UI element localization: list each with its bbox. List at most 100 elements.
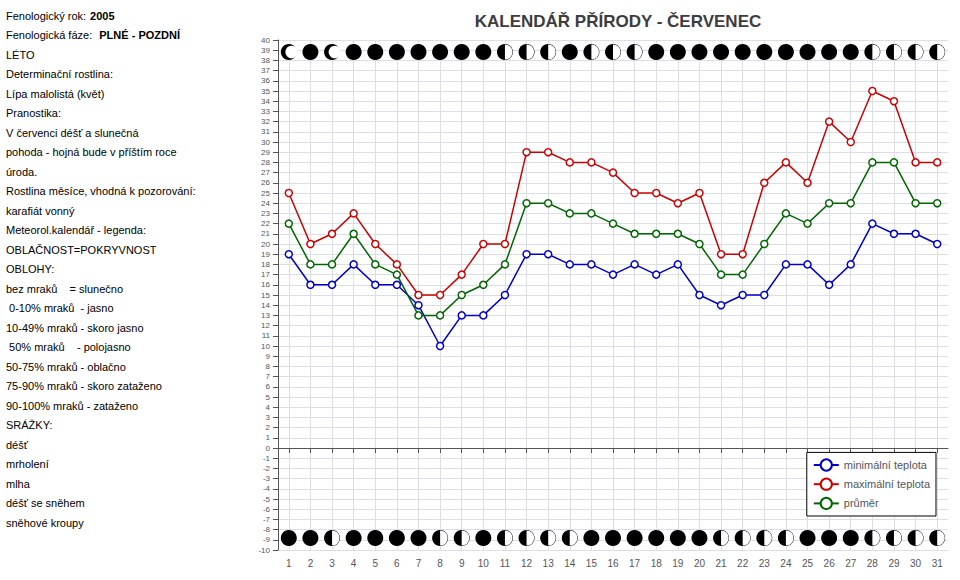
svg-text:minimální teplota: minimální teplota: [844, 459, 928, 471]
svg-text:4: 4: [266, 403, 271, 412]
svg-text:26: 26: [824, 558, 836, 569]
svg-text:Lípa malolistá (květ): Lípa malolistá (květ): [6, 88, 104, 100]
svg-text:8: 8: [437, 558, 443, 569]
svg-text:9: 9: [459, 558, 465, 569]
svg-text:50-75% mraků - oblačno: 50-75% mraků - oblačno: [6, 361, 126, 373]
svg-text:-7: -7: [263, 515, 271, 524]
svg-text:20: 20: [261, 240, 270, 249]
svg-text:2: 2: [266, 423, 271, 432]
svg-text:17: 17: [261, 270, 270, 279]
svg-text:-10: -10: [258, 546, 270, 555]
svg-text:3: 3: [329, 558, 335, 569]
svg-text:21: 21: [716, 558, 728, 569]
svg-text:maximální teplota: maximální teplota: [844, 478, 931, 490]
svg-text:1: 1: [266, 433, 271, 442]
svg-text:KALENDÁŘ PŘÍRODY - ČERVENEC: KALENDÁŘ PŘÍRODY - ČERVENEC: [475, 12, 762, 31]
svg-text:75-90% mraků - skoro zataženo: 75-90% mraků - skoro zataženo: [6, 380, 162, 392]
svg-text:-6: -6: [263, 505, 271, 514]
svg-text:50% mraků - polojasno: 50% mraků - polojasno: [6, 341, 131, 353]
svg-text:déšť se sněhem: déšť se sněhem: [6, 497, 85, 509]
svg-text:37: 37: [261, 66, 270, 75]
svg-text:8: 8: [266, 362, 271, 371]
svg-text:7: 7: [266, 372, 271, 381]
svg-text:Pranostika:: Pranostika:: [6, 107, 64, 119]
svg-text:39: 39: [261, 46, 270, 55]
svg-text:33: 33: [261, 107, 270, 116]
svg-text:28: 28: [261, 158, 270, 167]
svg-text:28: 28: [867, 558, 879, 569]
svg-text:Determinační rostlina:: Determinační rostlina:: [6, 68, 116, 80]
svg-text:16: 16: [607, 558, 619, 569]
svg-text:20: 20: [694, 558, 706, 569]
svg-text:27: 27: [261, 168, 270, 177]
svg-text:31: 31: [261, 127, 270, 136]
svg-text:15: 15: [261, 291, 270, 300]
svg-text:Meteorol.kalendář - legenda:: Meteorol.kalendář - legenda:: [6, 224, 146, 236]
svg-text:5: 5: [266, 393, 271, 402]
svg-text:10: 10: [261, 342, 270, 351]
svg-text:22: 22: [737, 558, 749, 569]
svg-text:bez mraků = slunečno: bez mraků = slunečno: [6, 283, 123, 295]
svg-text:-5: -5: [263, 495, 271, 504]
svg-text:pohoda - hojná bude v příštím: pohoda - hojná bude v příštím roce: [6, 146, 177, 158]
svg-text:10-49% mraků - skoro jasno: 10-49% mraků - skoro jasno: [6, 322, 144, 334]
svg-text:-8: -8: [263, 525, 271, 534]
svg-text:sněhové kroupy: sněhové kroupy: [6, 517, 84, 529]
svg-text:11: 11: [262, 331, 271, 340]
svg-text:31: 31: [932, 558, 944, 569]
svg-text:13: 13: [261, 311, 270, 320]
svg-text:10: 10: [478, 558, 490, 569]
svg-text:25: 25: [261, 189, 270, 198]
svg-text:V červenci déšť a slunečná: V červenci déšť a slunečná: [6, 127, 139, 139]
svg-text:29: 29: [261, 148, 270, 157]
svg-text:OBLOHY:: OBLOHY:: [6, 263, 54, 275]
svg-text:7: 7: [416, 558, 422, 569]
svg-text:déšť: déšť: [6, 439, 29, 451]
svg-text:-2: -2: [263, 464, 271, 473]
svg-text:6: 6: [394, 558, 400, 569]
svg-text:17: 17: [629, 558, 641, 569]
svg-text:38: 38: [261, 56, 270, 65]
svg-text:35: 35: [261, 87, 270, 96]
svg-text:18: 18: [651, 558, 663, 569]
svg-text:13: 13: [543, 558, 555, 569]
svg-text:9: 9: [266, 352, 271, 361]
svg-text:12: 12: [521, 558, 533, 569]
svg-text:14: 14: [564, 558, 576, 569]
svg-text:36: 36: [261, 76, 270, 85]
svg-text:29: 29: [888, 558, 900, 569]
svg-text:úroda.: úroda.: [6, 166, 37, 178]
svg-text:30: 30: [910, 558, 922, 569]
svg-text:-4: -4: [263, 484, 271, 493]
svg-text:průměr: průměr: [844, 497, 879, 509]
svg-text:19: 19: [672, 558, 684, 569]
svg-text:SRÁŽKY:: SRÁŽKY:: [6, 419, 52, 431]
svg-text:2005: 2005: [90, 10, 114, 22]
svg-text:25: 25: [802, 558, 814, 569]
svg-text:16: 16: [261, 280, 270, 289]
svg-text:21: 21: [261, 229, 270, 238]
svg-text:19: 19: [261, 250, 270, 259]
svg-text:22: 22: [261, 219, 270, 228]
svg-text:Rostlina měsíce, vhodná k pozo: Rostlina měsíce, vhodná k pozorování:: [6, 185, 196, 197]
svg-text:0: 0: [266, 444, 271, 453]
svg-text:34: 34: [261, 97, 270, 106]
svg-text:3: 3: [266, 413, 271, 422]
svg-text:6: 6: [266, 382, 271, 391]
svg-text:PLNÉ - POZDNÍ: PLNÉ - POZDNÍ: [99, 29, 181, 41]
svg-text:40: 40: [261, 36, 270, 45]
svg-text:5: 5: [372, 558, 378, 569]
svg-text:27: 27: [845, 558, 857, 569]
svg-text:23: 23: [759, 558, 771, 569]
svg-text:Fenologický rok:: Fenologický rok:: [6, 10, 86, 22]
svg-text:23: 23: [261, 209, 270, 218]
svg-text:26: 26: [261, 178, 270, 187]
svg-text:OBLAČNOST=POKRYVNOST: OBLAČNOST=POKRYVNOST: [6, 244, 157, 256]
svg-text:karafiát vonný: karafiát vonný: [6, 205, 75, 217]
svg-text:2: 2: [308, 558, 314, 569]
svg-text:Fenologická fáze:: Fenologická fáze:: [6, 29, 95, 41]
svg-text:32: 32: [261, 117, 270, 126]
svg-text:-9: -9: [263, 535, 271, 544]
svg-text:-1: -1: [263, 454, 271, 463]
svg-text:mrholení: mrholení: [6, 458, 49, 470]
